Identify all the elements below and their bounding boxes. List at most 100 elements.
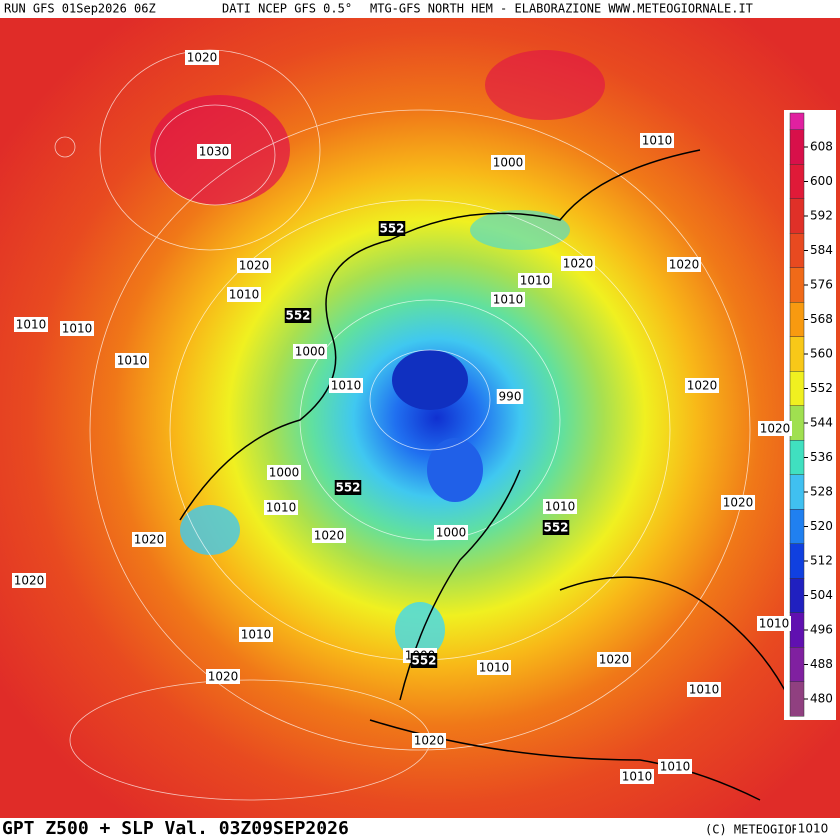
colorbar-swatch [789,336,805,372]
label-bg [378,221,406,236]
colorbar-label: 592 [810,209,833,223]
label-text: 1020 [760,422,791,436]
label-text: 1000 [269,466,300,480]
colorbar-swatch [789,681,805,717]
pressure-label: 1010 [796,821,830,836]
label-bg [620,769,654,784]
colorbar-label: 528 [810,485,833,499]
label-text: 1010 [493,293,524,307]
map-field [0,18,840,818]
label-text: 1010 [331,379,362,393]
label-bg [284,308,312,323]
label-bg [434,525,468,540]
height-label: 552 [284,308,312,323]
pressure-label: 1010 [477,660,511,675]
label-bg [60,321,94,336]
label-bg [14,317,48,332]
label-bg [496,389,524,404]
label-text: 1000 [436,526,467,540]
label-text: 1020 [239,259,270,273]
colorbar-label: 568 [810,312,833,326]
pressure-label: 1010 [239,627,273,642]
label-text: 1020 [723,496,754,510]
colorbar-swatch [789,405,805,441]
label-bg [721,495,755,510]
footer-bg [0,818,840,840]
label-bg [757,616,791,631]
label-bg [685,378,719,393]
pressure-label: 1000 [491,155,525,170]
pressure-label: 1020 [185,50,219,65]
pressure-label: 1020 [758,421,792,436]
pressure-label: 1020 [597,652,631,667]
label-text: 1020 [687,379,718,393]
label-bg [477,660,511,675]
label-bg [491,292,525,307]
pressure-label: 1010 [115,353,149,368]
label-bg [293,344,327,359]
low-area [395,602,445,658]
label-bg [206,669,240,684]
colorbar-label: 496 [810,623,833,637]
colorbar-label: 512 [810,554,833,568]
label-bg [491,155,525,170]
label-text: 1010 [16,318,47,332]
pressure-label: 1020 [412,733,446,748]
label-text: 552 [379,222,404,236]
pressure-label: 1000 [434,525,468,540]
pressure-label: 1010 [60,321,94,336]
high-area [485,50,605,120]
label-text: 1010 [479,661,510,675]
pressure-label: 1000 [293,344,327,359]
label-bg [543,499,577,514]
colorbar-label: 488 [810,657,833,671]
colorbar-swatch [789,164,805,199]
colorbar-label: 584 [810,243,833,257]
label-bg [518,273,552,288]
label-text: 1020 [669,258,700,272]
colorbar-swatch [789,647,805,682]
label-text: 990 [499,390,522,404]
pressure-label: 1010 [329,378,363,393]
pressure-label: 1020 [132,532,166,547]
colorbar-swatch [789,578,805,613]
pressure-label: 1020 [312,528,346,543]
colorbar: 608 600 592 584 576 568 560 552 544 536 528 520 512 5… [789,112,833,717]
label-text: 1030 [199,145,230,159]
label-bg [132,532,166,547]
label-bg [115,353,149,368]
pressure-label: 1010 [687,682,721,697]
pressure-label: 1020 [721,495,755,510]
label-text: 1020 [14,574,45,588]
label-text: 552 [543,521,568,535]
label-bg [412,733,446,748]
label-bg [640,133,674,148]
pressure-label: 1010 [543,499,577,514]
colorbar-swatch [789,233,805,268]
contour-labels: 1020 1030 1010 1000 1020 1020 1020 1010 1010 1010… [12,50,830,836]
pressure-label: 1010 [14,317,48,332]
colorbar-label: 480 [810,692,833,706]
pressure-label: 1010 [518,273,552,288]
label-bg [185,50,219,65]
pressure-label: 1010 [640,133,674,148]
label-bg [410,653,438,668]
label-text: 1010 [229,288,260,302]
label-text: 1020 [134,533,165,547]
colorbar-swatch [789,474,805,510]
low-area [470,210,570,250]
height-label: 552 [410,653,438,668]
colorbar-label: 552 [810,381,833,395]
low-area [427,438,483,502]
label-text: 1010 [642,134,673,148]
product-info: MTG-GFS NORTH HEM - ELABORAZIONE WWW.MET… [370,2,753,16]
colorbar-swatch [789,112,805,131]
label-bg [758,421,792,436]
pressure-label: 990 [496,389,524,404]
label-text: 1000 [295,345,326,359]
colorbar-label: 536 [810,450,833,464]
label-text: 1010 [520,274,551,288]
colorbar-swatch [789,440,805,475]
pressure-label: 1020 [667,257,701,272]
run-info: RUN GFS 01Sep2026 06Z [4,2,156,16]
